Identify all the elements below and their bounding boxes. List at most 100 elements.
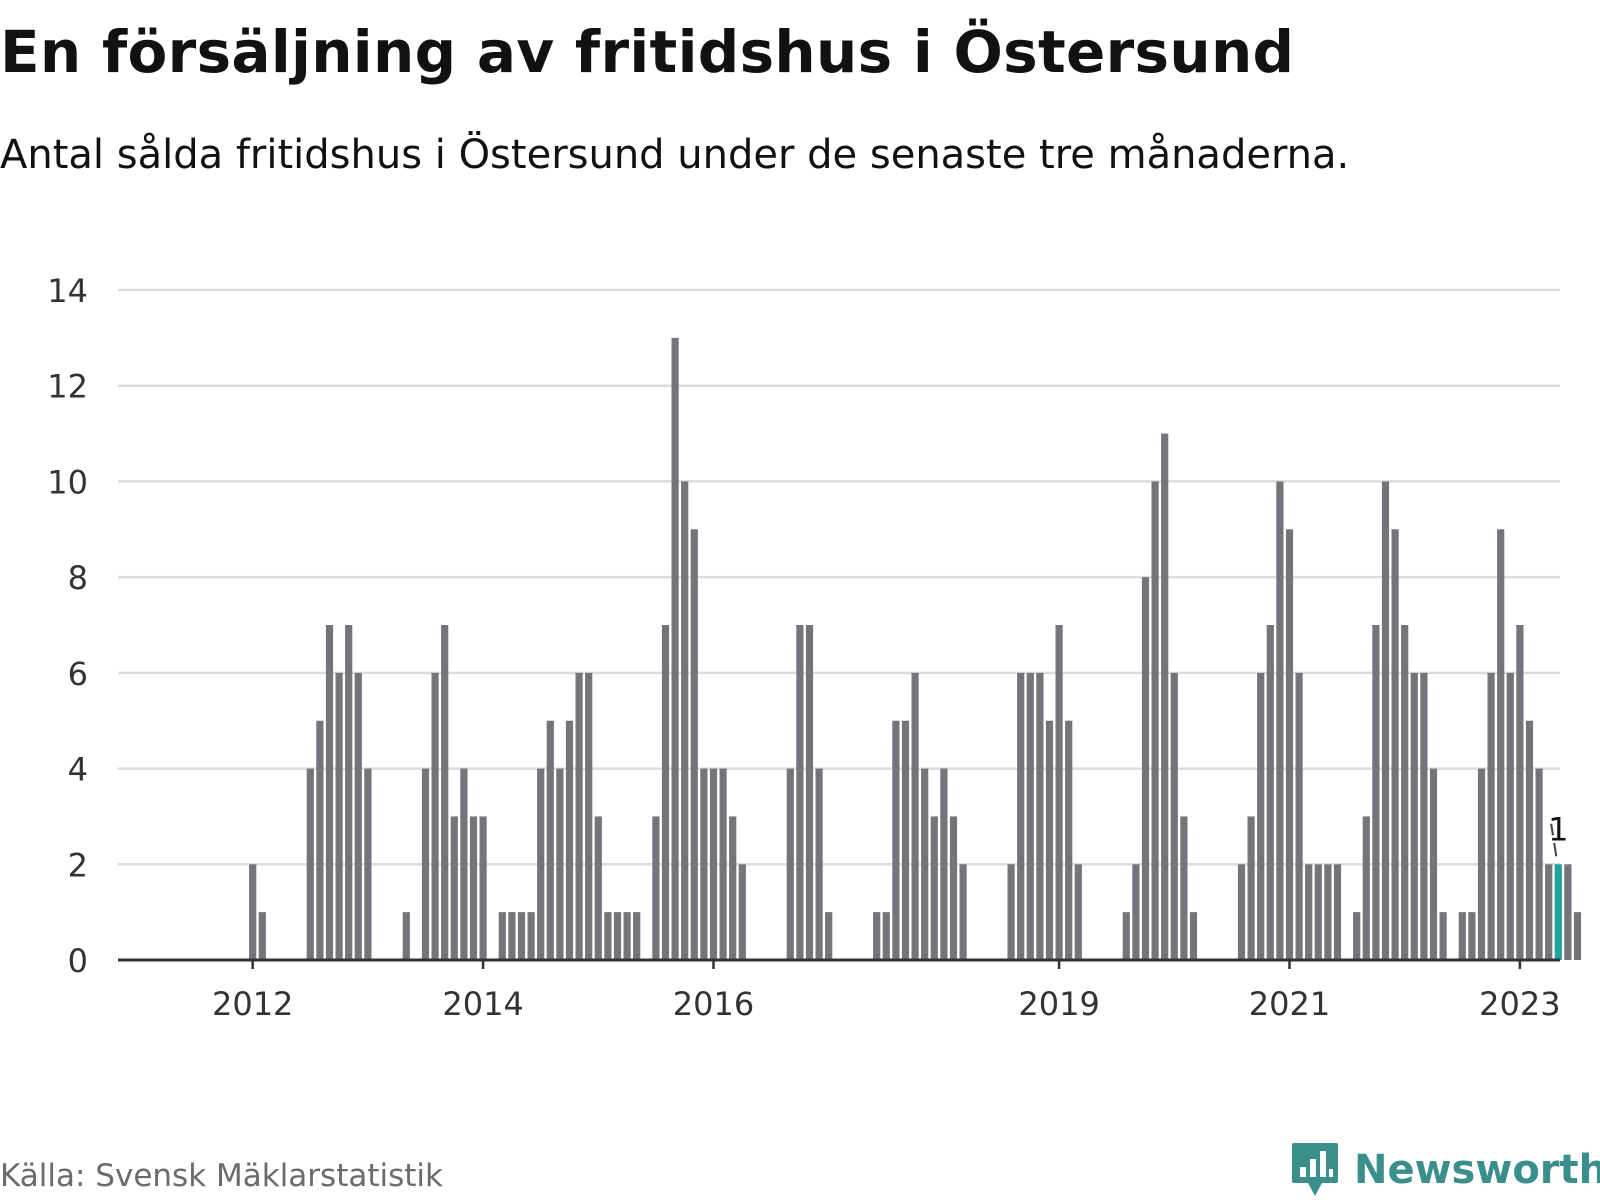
bar <box>1429 768 1438 960</box>
bar <box>1045 720 1054 960</box>
bar <box>729 816 737 960</box>
bar <box>527 912 535 960</box>
bar-highlight <box>1554 864 1562 960</box>
bar <box>633 912 641 960</box>
bar <box>613 912 622 960</box>
bar <box>1324 864 1332 960</box>
bar <box>249 864 257 960</box>
bar <box>815 768 823 960</box>
bar <box>1237 864 1246 960</box>
bar <box>1276 481 1284 960</box>
source-note: Källa: Svensk Mäklarstatistik <box>0 1158 443 1194</box>
bar <box>1189 912 1198 960</box>
bar <box>709 768 718 960</box>
bar <box>873 912 881 960</box>
x-tick-label: 2012 <box>212 985 293 1023</box>
bar <box>1468 912 1476 960</box>
bar <box>1458 912 1466 960</box>
y-tick-label: 14 <box>47 272 88 310</box>
bar <box>1372 625 1380 960</box>
bar <box>479 816 487 960</box>
bar <box>1545 864 1553 960</box>
bar <box>469 816 478 960</box>
bar <box>1362 816 1370 960</box>
bar <box>1007 864 1015 960</box>
x-axis-ticks: 2012 2014 2016 2019 2021 2023 <box>212 960 1561 1023</box>
bar <box>1535 768 1543 960</box>
bar <box>1477 768 1486 960</box>
bar <box>450 816 458 960</box>
y-tick-label: 6 <box>68 655 88 693</box>
bar <box>892 720 900 960</box>
bar <box>1285 529 1294 960</box>
brand-logo: Newsworthy <box>1290 1140 1600 1200</box>
bar <box>316 720 324 960</box>
x-tick-label: 2021 <box>1249 985 1330 1023</box>
bar <box>796 625 804 960</box>
bar <box>805 625 814 960</box>
bar <box>594 816 602 960</box>
bar <box>498 912 506 960</box>
bar <box>1401 625 1409 960</box>
y-tick-label: 2 <box>68 846 88 884</box>
bar <box>345 625 353 960</box>
bar <box>1036 672 1044 960</box>
y-tick-label: 10 <box>47 463 88 501</box>
bar <box>1180 816 1188 960</box>
bar <box>1141 577 1150 960</box>
bar <box>1506 672 1514 960</box>
chart-subtitle: Antal sålda fritidshus i Östersund under… <box>0 132 1350 178</box>
bars <box>249 337 1582 961</box>
bar <box>1420 672 1428 960</box>
bar <box>681 481 689 960</box>
brand-name: Newsworthy <box>1354 1147 1600 1193</box>
bar <box>940 768 948 960</box>
bar <box>1161 433 1169 961</box>
bar <box>690 529 698 960</box>
bar <box>604 912 612 960</box>
bar <box>537 768 545 960</box>
bar <box>1151 481 1159 960</box>
bar <box>1497 529 1505 960</box>
bar-chart: 0 2 4 6 8 10 12 14 2012 2014 2016 2019 2021 2023 1 <box>47 272 1582 1023</box>
bar <box>402 912 410 960</box>
x-tick-label: 2016 <box>673 985 754 1023</box>
bar <box>1439 912 1447 960</box>
y-tick-label: 12 <box>47 368 88 406</box>
bar <box>921 768 929 960</box>
bar <box>1381 481 1390 960</box>
bar <box>911 672 919 960</box>
bar <box>1314 864 1322 960</box>
bar <box>1055 625 1063 960</box>
annotation-leader <box>1549 818 1558 857</box>
bar <box>1487 672 1495 960</box>
bar <box>335 672 343 960</box>
bar <box>1333 864 1342 960</box>
bar <box>882 912 890 960</box>
gridlines <box>118 288 1560 866</box>
bar <box>258 912 266 960</box>
bar <box>441 625 449 960</box>
bar <box>700 768 708 960</box>
bar <box>1170 672 1178 960</box>
y-tick-label: 8 <box>68 559 88 597</box>
bar <box>623 912 631 960</box>
bar <box>1525 720 1534 960</box>
bar <box>1017 672 1025 960</box>
bar <box>431 672 439 960</box>
bar <box>949 816 958 960</box>
y-axis-ticks: 0 2 4 6 8 10 12 14 <box>47 272 88 980</box>
bar <box>1122 912 1130 960</box>
bar <box>1132 864 1140 960</box>
bar <box>1065 720 1073 960</box>
bar <box>738 864 746 960</box>
bar <box>652 816 660 960</box>
bar <box>565 720 574 960</box>
bar <box>575 672 583 960</box>
bar <box>1257 672 1265 960</box>
bar <box>786 768 794 960</box>
bar <box>1410 672 1418 960</box>
bar <box>1573 912 1582 960</box>
bar <box>959 864 967 960</box>
bar-chart-bubble-icon <box>1292 1143 1338 1196</box>
